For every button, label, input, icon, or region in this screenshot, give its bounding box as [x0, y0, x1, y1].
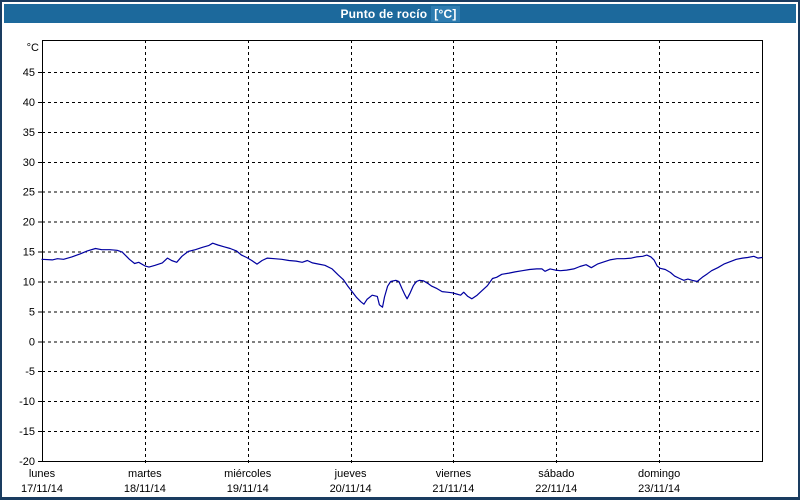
x-axis-day-label: jueves	[334, 468, 367, 480]
y-axis-label: 30	[23, 157, 35, 169]
y-axis-label: -10	[19, 396, 35, 408]
x-axis-day-label: lunes	[29, 468, 56, 480]
x-axis-date-label: 21/11/14	[432, 483, 474, 495]
x-axis-date-label: 19/11/14	[227, 483, 269, 495]
x-axis-day-label: viernes	[436, 468, 472, 480]
x-axis-date-label: 23/11/14	[638, 483, 680, 495]
x-axis-day-label: domingo	[638, 468, 680, 480]
plot-border	[42, 40, 763, 462]
x-axis-date-label: 18/11/14	[124, 483, 166, 495]
y-unit-label: °C	[27, 42, 39, 54]
y-axis-labels: 45 40 35 30 25 20 15 10 5 0 -5 -10 -15 -20	[19, 67, 35, 468]
y-axis-label: 40	[23, 97, 35, 109]
x-axis-date-label: 20/11/14	[330, 483, 372, 495]
x-axis-day-label: sábado	[538, 468, 574, 480]
y-axis-label: 20	[23, 217, 35, 229]
chart-title-bar: Punto de rocío [°C]	[4, 4, 796, 23]
x-axis-date-label: 17/11/14	[21, 483, 63, 495]
y-axis-label: -5	[25, 366, 35, 378]
x-axis-day-label: martes	[128, 468, 162, 480]
y-axis-label: 35	[23, 127, 35, 139]
data-line-punto-de-rocío	[41, 242, 763, 308]
x-axis-labels: lunes 17/11/14 martes 18/11/14 miércoles 19/1…	[21, 468, 680, 495]
gridlines	[42, 40, 762, 464]
y-axis-label: 15	[23, 247, 35, 259]
y-axis-label: -15	[19, 426, 35, 438]
y-axis-label: 25	[23, 187, 35, 199]
y-axis-label: 5	[29, 306, 35, 318]
y-ticks	[38, 72, 42, 462]
x-axis-date-label: 22/11/14	[535, 483, 577, 495]
chart-title-unit: [°C]	[431, 5, 460, 22]
y-axis-label: 0	[29, 336, 35, 348]
y-axis-label: 45	[23, 67, 35, 79]
x-axis-day-label: miércoles	[224, 468, 272, 480]
chart-title: Punto de rocío	[340, 6, 428, 21]
y-axis-label: 10	[23, 276, 35, 288]
y-axis-label: -20	[19, 456, 35, 468]
